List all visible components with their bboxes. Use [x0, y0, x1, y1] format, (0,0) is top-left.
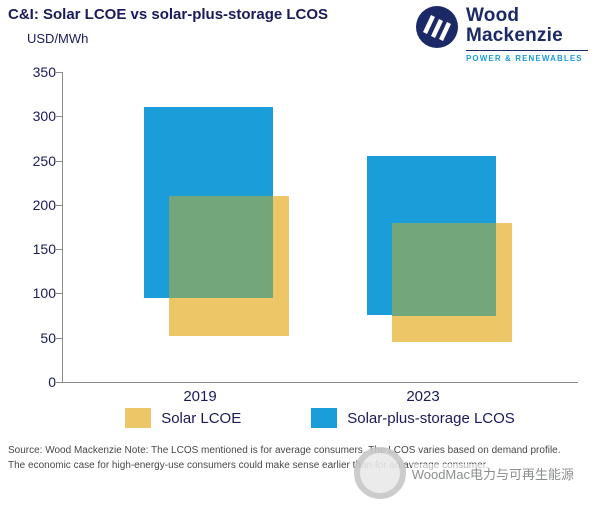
y-tick-label: 50 [40, 329, 56, 346]
y-tick-mark [56, 249, 62, 251]
y-tick-label: 200 [32, 196, 56, 213]
x-category-label-2023: 2023 [406, 388, 440, 405]
y-tick-mark [56, 204, 62, 206]
y-tick-label: 0 [48, 374, 56, 390]
y-tick-mark [56, 293, 62, 295]
watermark-logo-icon [353, 447, 406, 499]
legend-label-solar-lcoe: Solar LCOE [161, 409, 242, 427]
logo-divider [466, 49, 588, 51]
y-tick-mark [56, 160, 62, 162]
y-tick-mark [56, 382, 62, 383]
y-tick-mark [56, 72, 62, 73]
legend-item-solar-lcoe: Solar LCOE [125, 408, 241, 428]
storage-lcos-swatch-icon [311, 408, 338, 428]
y-axis-line [62, 72, 63, 383]
logo-tagline: POWER & RENEWABLES [466, 53, 583, 63]
x-axis-line [62, 382, 578, 383]
logo-word-mackenzie: Mackenzie [466, 24, 563, 46]
page-title: C&I: Solar LCOE vs solar-plus-storage LC… [8, 6, 329, 23]
legend-item-storage-lcos: Solar-plus-storage LCOS [311, 408, 515, 428]
y-tick-label: 350 [32, 64, 56, 80]
logo-word-wood: Wood [466, 5, 520, 26]
y-tick-label: 150 [32, 241, 56, 258]
y-tick-label: 100 [32, 285, 56, 302]
solar-lcoe-swatch-icon [125, 408, 152, 428]
y-axis-unit-label: USD/MWh [27, 31, 89, 46]
wood-mackenzie-logo: Wood Mackenzie POWER & RENEWABLES [416, 6, 588, 63]
legend: Solar LCOE Solar-plus-storage LCOS [60, 408, 580, 428]
legend-label-storage-lcos: Solar-plus-storage LCOS [347, 409, 515, 427]
watermark-text: WoodMac电力与可再生能源 [411, 463, 574, 483]
y-tick-label: 250 [32, 152, 56, 169]
wood-mackenzie-globe-icon [416, 6, 458, 53]
bar-overlap-2019 [169, 196, 273, 298]
x-category-label-2019: 2019 [183, 388, 217, 405]
y-tick-label: 300 [32, 108, 56, 125]
y-tick-mark [56, 116, 62, 118]
bar-overlap-2023 [392, 222, 496, 316]
y-tick-mark [56, 337, 62, 339]
watermark: WoodMac电力与可再生能源 [353, 447, 574, 499]
source-note: Source: Wood Mackenzie Note: The LCOS me… [8, 445, 561, 471]
